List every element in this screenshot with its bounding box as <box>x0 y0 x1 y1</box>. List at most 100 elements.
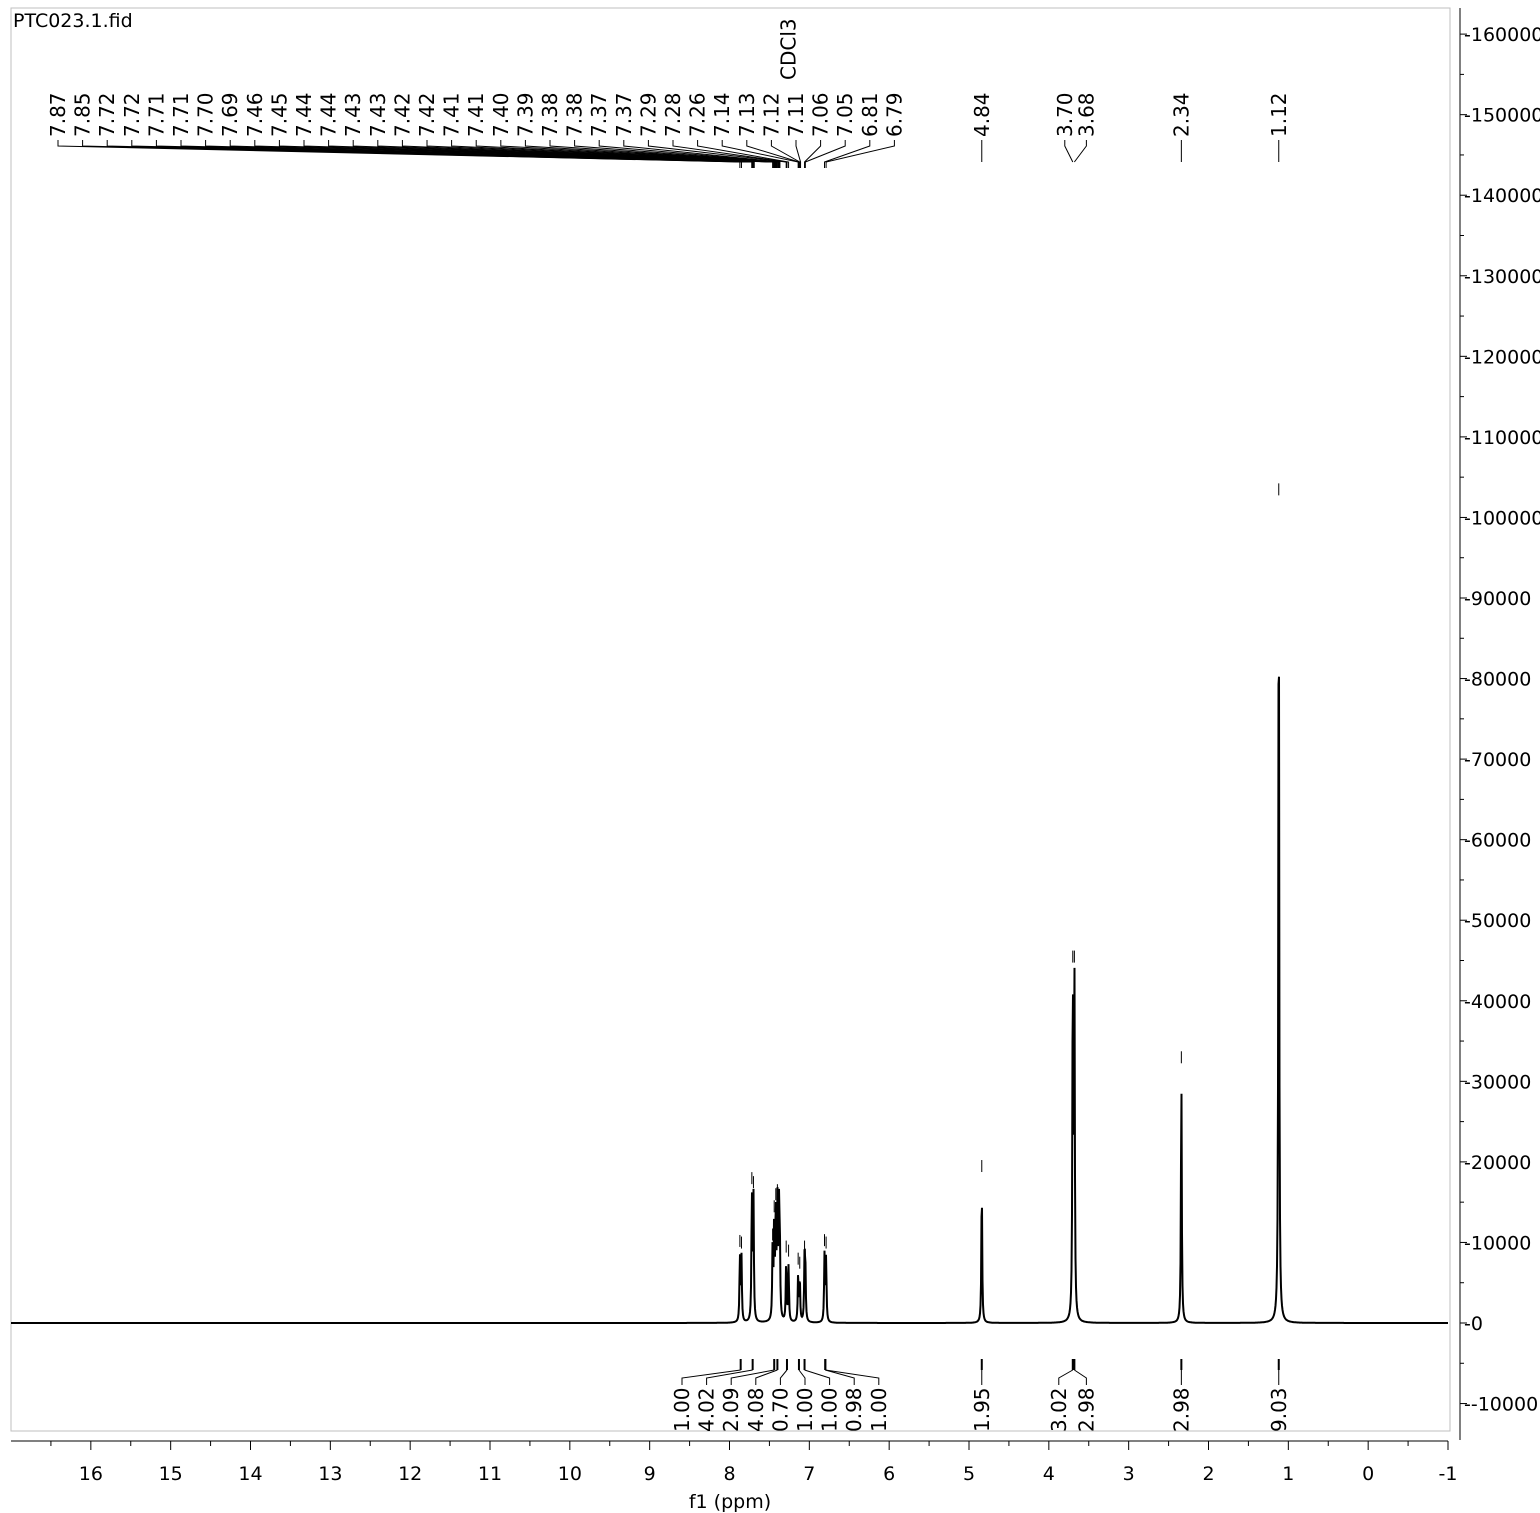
x-tick-label: 10 <box>558 1463 582 1485</box>
x-tick-label: 15 <box>159 1463 183 1485</box>
y-tick-label: -130000 <box>1464 266 1540 288</box>
chart-title: PTC023.1.fid <box>13 10 133 32</box>
peak-connector <box>697 140 790 168</box>
peak-label: 7.40 <box>489 92 513 137</box>
integral-value: 1.00 <box>670 1387 694 1432</box>
x-tick-label: 4 <box>1043 1463 1055 1485</box>
peak-label: 3.70 <box>1053 92 1077 137</box>
integral-value: 3.02 <box>1047 1387 1071 1432</box>
x-tick-label: 16 <box>79 1463 103 1485</box>
integral-connector <box>804 1369 831 1385</box>
peak-label: 6.81 <box>858 92 882 137</box>
plot-frame <box>10 7 1451 1432</box>
y-tick-label: -50000 <box>1464 910 1531 932</box>
peak-label: 7.29 <box>636 92 660 137</box>
peak-label: 3.68 <box>1074 92 1098 137</box>
x-tick-label: 3 <box>1123 1463 1135 1485</box>
integral-connector <box>798 1369 806 1385</box>
integral-value: 2.98 <box>1169 1387 1193 1432</box>
peak-label: 4.84 <box>970 92 994 137</box>
peak-label: 7.45 <box>267 92 291 137</box>
peak-label: 7.41 <box>440 92 464 137</box>
y-tick-label: -60000 <box>1464 830 1531 852</box>
y-tick-label: -20000 <box>1464 1152 1531 1174</box>
peak-connector <box>377 140 776 168</box>
peak-connector <box>825 140 895 168</box>
x-tick-label: 13 <box>318 1463 342 1485</box>
peak-label: 7.44 <box>292 92 316 137</box>
x-tick-label: 5 <box>963 1463 975 1485</box>
integral-value: 1.00 <box>867 1387 891 1432</box>
y-tick-label: -10000 <box>1464 1232 1531 1254</box>
peak-label: 7.38 <box>538 92 562 137</box>
peak-label: 7.26 <box>686 92 710 137</box>
x-tick-label: 8 <box>723 1463 735 1485</box>
peak-label: 7.71 <box>169 92 193 137</box>
integral-connector <box>755 1369 778 1385</box>
integral-connector <box>825 1369 880 1385</box>
peak-label: 7.44 <box>317 92 341 137</box>
peak-connector <box>1064 140 1074 163</box>
integral-value: 1.00 <box>818 1387 842 1432</box>
peak-label: 7.12 <box>759 92 783 137</box>
peak-label: 7.43 <box>341 92 365 137</box>
integral-value: 1.00 <box>793 1387 817 1432</box>
peak-label: 7.37 <box>587 92 611 137</box>
integral-value: 0.98 <box>842 1387 866 1432</box>
y-tick-label: -0 <box>1464 1313 1483 1335</box>
solvent-label: CDCl3 <box>777 18 801 80</box>
integral-connector <box>706 1369 753 1385</box>
peak-label: 7.85 <box>71 92 95 137</box>
integral-value: 1.95 <box>970 1387 994 1432</box>
peak-label: 7.41 <box>464 92 488 137</box>
peak-label: 7.05 <box>833 92 857 137</box>
x-tick-label: 6 <box>883 1463 895 1485</box>
y-tick-label: -80000 <box>1464 669 1531 691</box>
x-tick-label: 7 <box>803 1463 815 1485</box>
peak-label: 7.46 <box>243 92 267 137</box>
integral-value: 9.03 <box>1267 1387 1291 1432</box>
y-tick-label: -120000 <box>1464 346 1540 368</box>
integral-value: 0.70 <box>768 1387 792 1432</box>
x-tick-label: -1 <box>1439 1463 1458 1485</box>
y-tick-label: -160000 <box>1464 24 1540 46</box>
peak-label: 7.39 <box>513 92 537 137</box>
peak-connector <box>475 140 778 168</box>
peak-label: 7.11 <box>784 92 808 137</box>
peak-connector <box>426 140 777 168</box>
x-tick-label: 12 <box>398 1463 422 1485</box>
spectrum-trace <box>11 676 1448 1324</box>
integral-connector <box>825 1369 855 1385</box>
y-tick-label: -110000 <box>1464 427 1540 449</box>
peak-connector <box>229 140 755 168</box>
y-tick-label: -90000 <box>1464 588 1531 610</box>
x-tick-label: 0 <box>1362 1463 1374 1485</box>
peak-connector <box>574 140 780 168</box>
y-tick-label: --10000 <box>1464 1394 1538 1416</box>
x-tick-label: 9 <box>644 1463 656 1485</box>
x-tick-label: 14 <box>238 1463 262 1485</box>
peak-label: 7.06 <box>809 92 833 137</box>
integral-connector <box>1074 1369 1087 1385</box>
y-tick-label: -100000 <box>1464 507 1540 529</box>
peak-label: 7.42 <box>390 92 414 137</box>
peak-connector <box>500 140 778 168</box>
peak-label: 1.12 <box>1267 92 1291 137</box>
peak-label: 7.43 <box>366 92 390 137</box>
y-axis: -160000 -150000 -140000 -130000 -120000 -1100… <box>1459 8 1540 1440</box>
x-tick-label: 2 <box>1202 1463 1214 1485</box>
y-tick-label: -30000 <box>1464 1071 1531 1093</box>
peak-label: 2.34 <box>1169 92 1193 137</box>
integral-value: 2.98 <box>1074 1387 1098 1432</box>
x-tick-label: 1 <box>1282 1463 1294 1485</box>
integral-value: 4.08 <box>744 1387 768 1432</box>
y-tick-label: -70000 <box>1464 749 1531 771</box>
peak-label: 7.42 <box>415 92 439 137</box>
x-axis-label: f1 (ppm) <box>689 1491 771 1513</box>
peak-label: 7.14 <box>710 92 734 137</box>
peak-marker-group <box>739 483 1280 1269</box>
integral-connector <box>730 1369 775 1385</box>
peak-label-group: 7.87 7.85 7.72 7.72 7.71 7.71 7.70 7.69 7.46 7.45… <box>46 18 1291 168</box>
peak-label: 7.87 <box>46 92 70 137</box>
